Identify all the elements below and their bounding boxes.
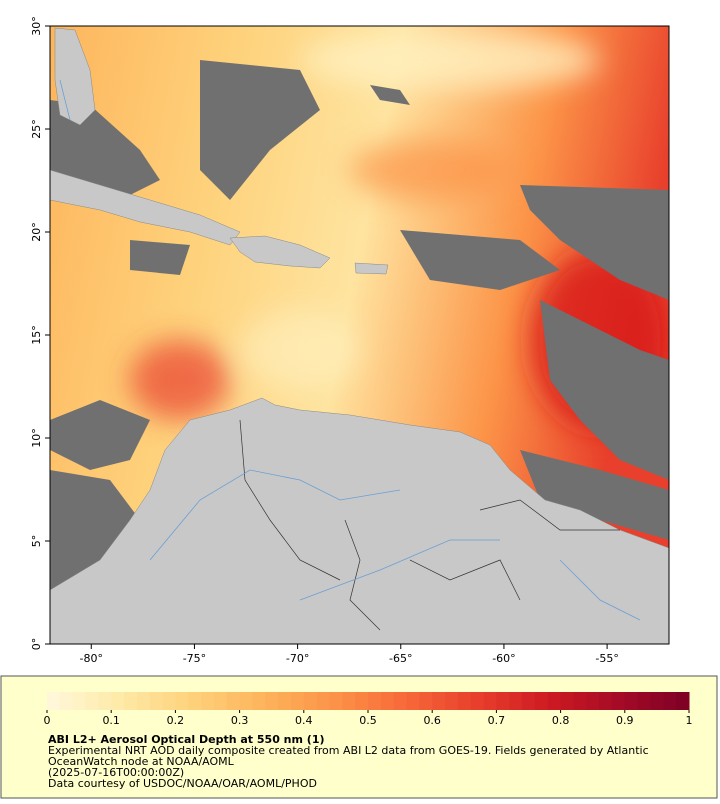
y-tick-label: 0°	[30, 638, 43, 651]
colorbar-tick-label: 0.2	[167, 714, 185, 727]
colorbar-cell	[624, 692, 639, 710]
colorbar-cell	[470, 692, 485, 710]
y-tick-label: 10°	[30, 428, 43, 448]
colorbar-cell	[637, 692, 651, 710]
colorbar-cell	[136, 692, 151, 710]
colorbar-cell	[534, 692, 549, 710]
x-tick-label: -65°	[389, 652, 412, 665]
y-tick-label: 25°	[30, 119, 43, 139]
colorbar-cell	[124, 692, 138, 710]
colorbar-cell	[329, 692, 343, 710]
colorbar-cell	[611, 692, 626, 710]
colorbar-cell	[252, 692, 266, 710]
y-tick-label: 15°	[30, 325, 43, 345]
colorbar-cell	[98, 692, 112, 710]
colorbar-cell	[380, 692, 395, 710]
colorbar-tick-label: 0.4	[295, 714, 313, 727]
caption-line: Experimental NRT AOD daily composite cre…	[48, 744, 649, 757]
colorbar-cell	[663, 692, 677, 710]
colorbar-cell	[393, 692, 408, 710]
colorbar-cell	[547, 692, 562, 710]
colorbar-tick-label: 0	[44, 714, 51, 727]
colorbar-cell	[368, 692, 382, 710]
colorbar-cell	[85, 692, 99, 710]
y-tick-label: 5°	[30, 535, 43, 548]
colorbar-cell	[316, 692, 330, 710]
colorbar-tick-label: 0.9	[616, 714, 634, 727]
x-tick-label: -80°	[80, 652, 103, 665]
colorbar-cell	[290, 692, 305, 710]
colorbar-cell	[457, 692, 472, 710]
colorbar-tick-label: 0.3	[231, 714, 249, 727]
colorbar-cell	[509, 692, 523, 710]
colorbar-cell	[303, 692, 318, 710]
colorbar-cell	[586, 692, 600, 710]
colorbar-tick-label: 1	[686, 714, 693, 727]
colorbar-tick-label: 0.1	[102, 714, 120, 727]
map-image	[50, 26, 669, 644]
colorbar-cell	[522, 692, 536, 710]
x-tick-label: -55°	[595, 652, 618, 665]
x-tick-label: -70°	[286, 652, 309, 665]
caption-line: OceanWatch node at NOAA/AOML	[48, 755, 235, 768]
colorbar-cell	[355, 692, 369, 710]
colorbar-cell	[59, 692, 74, 710]
x-tick-label: -60°	[492, 652, 515, 665]
colorbar-cell	[573, 692, 587, 710]
colorbar-cell	[265, 692, 279, 710]
colorbar-cell	[445, 692, 459, 710]
colorbar-cell	[342, 692, 356, 710]
colorbar-tick-label: 0.6	[423, 714, 441, 727]
colorbar-tick-label: 0.7	[488, 714, 506, 727]
colorbar-cell	[599, 692, 613, 710]
colorbar-cell	[278, 692, 292, 710]
colorbar-cell	[201, 692, 215, 710]
caption-line: (2025-07-16T00:00:00Z)	[48, 766, 184, 779]
colorbar-cell	[188, 692, 202, 710]
colorbar-cell	[676, 692, 690, 710]
colorbar-tick-label: 0.8	[552, 714, 570, 727]
colorbar-cell	[239, 692, 253, 710]
y-tick-label: 30°	[30, 16, 43, 36]
colorbar-tick-label: 0.5	[359, 714, 377, 727]
colorbar-cell	[175, 692, 189, 710]
colorbar-cell	[162, 692, 176, 710]
colorbar-cell	[47, 692, 61, 710]
caption-line: Data courtesy of USDOC/NOAA/OAR/AOML/PHO…	[48, 777, 317, 790]
colorbar-cell	[149, 692, 164, 710]
colorbar-cell	[406, 692, 420, 710]
caption-title: ABI L2+ Aerosol Optical Depth at 550 nm …	[48, 733, 325, 746]
colorbar-cell	[483, 692, 497, 710]
colorbar-cell	[432, 692, 446, 710]
colorbar-cell	[560, 692, 574, 710]
colorbar-cell	[226, 692, 241, 710]
colorbar-cell	[111, 692, 125, 710]
y-tick-label: 20°	[30, 222, 43, 242]
colorbar-cell	[419, 692, 433, 710]
colorbar-cell	[496, 692, 510, 710]
x-tick-label: -75°	[183, 652, 206, 665]
colorbar-cell	[213, 692, 228, 710]
colorbar-cell	[72, 692, 87, 710]
colorbar-cell	[650, 692, 664, 710]
